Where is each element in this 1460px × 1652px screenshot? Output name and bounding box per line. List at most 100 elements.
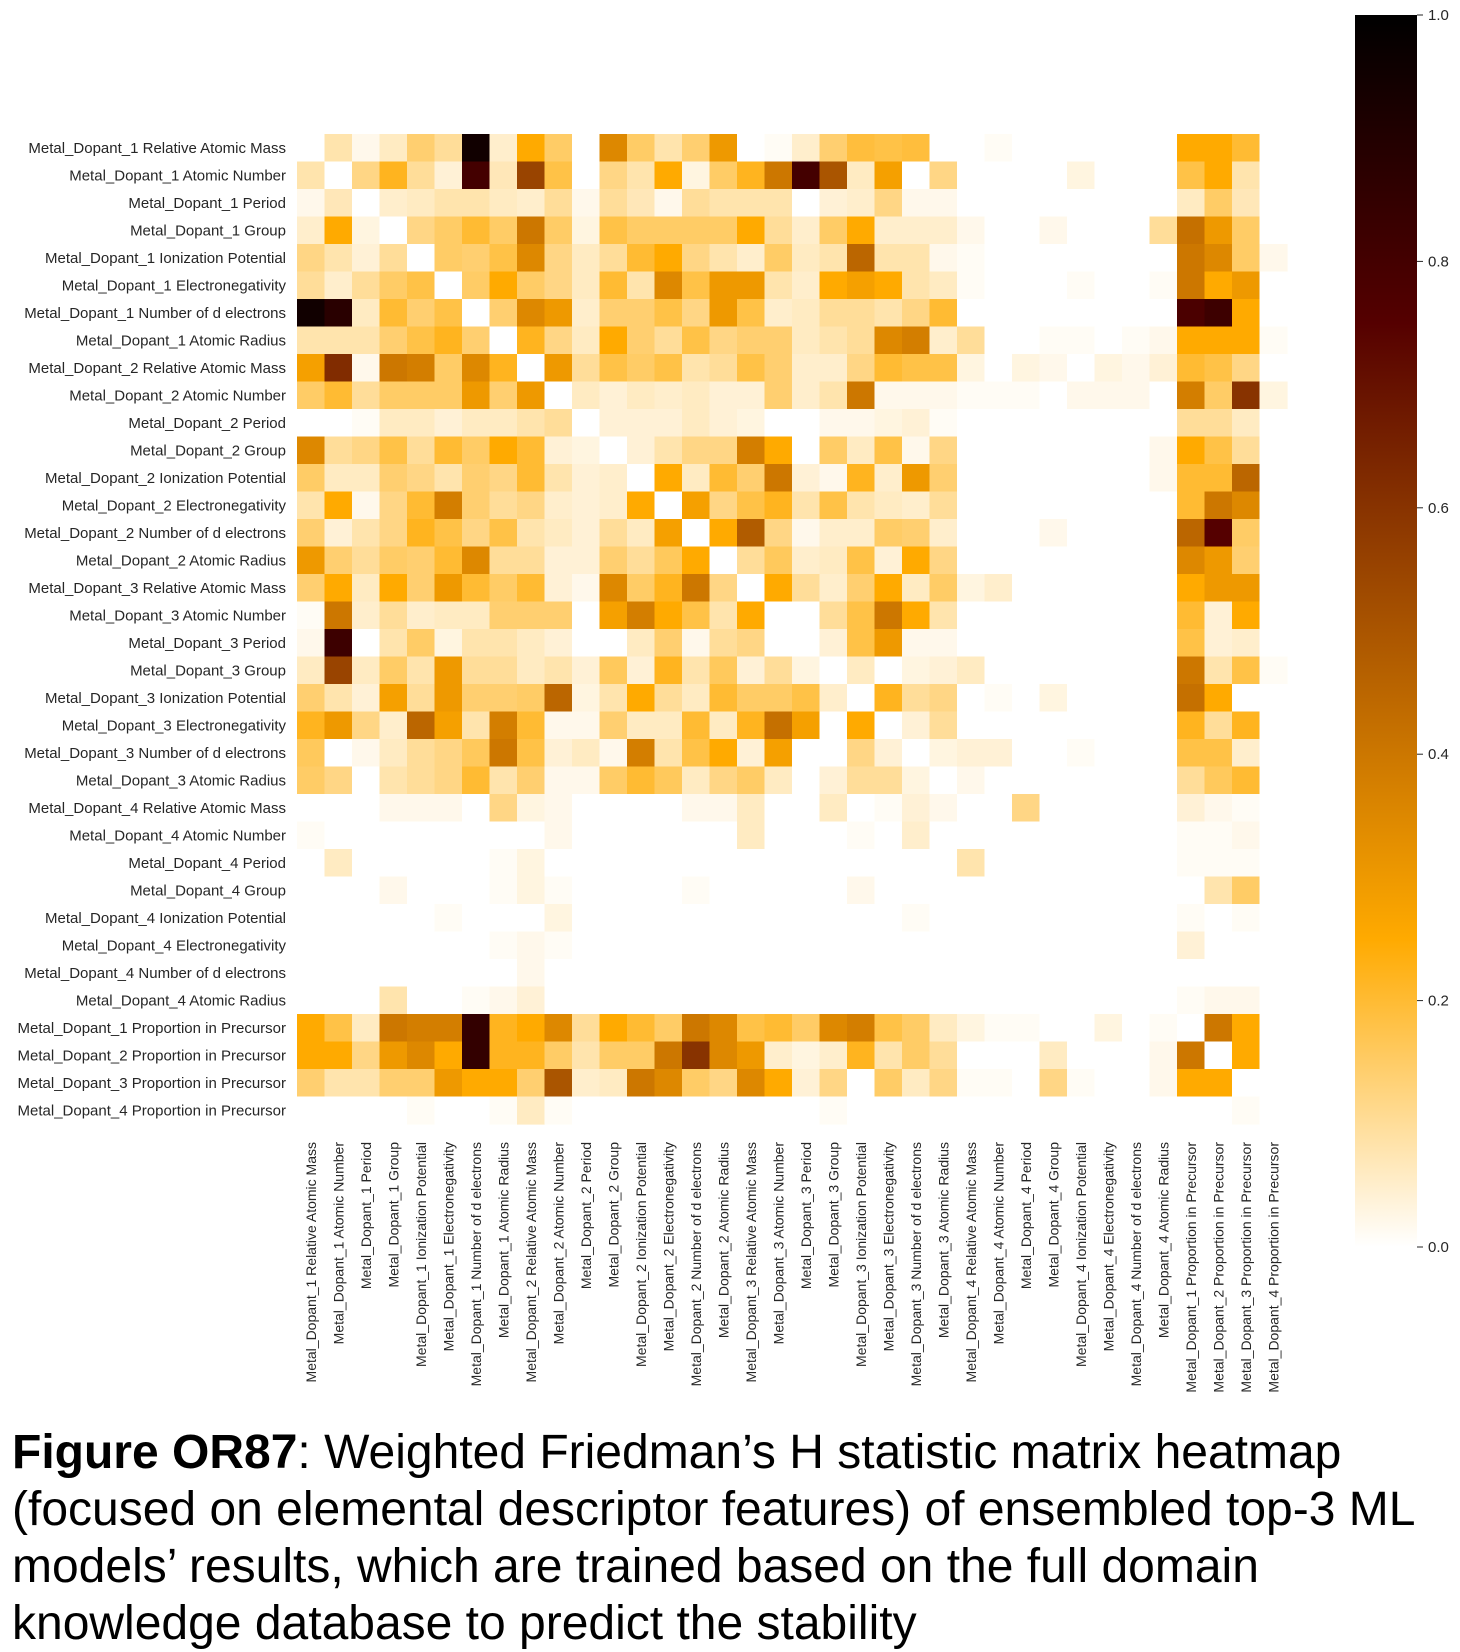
heatmap-cell xyxy=(544,574,573,603)
heatmap-cell xyxy=(1094,711,1123,740)
column-label: Metal_Dopant_3 Atomic Number xyxy=(770,1142,786,1345)
heatmap-cell xyxy=(984,244,1013,273)
heatmap-cell xyxy=(737,739,766,768)
heatmap-cell xyxy=(819,629,848,658)
heatmap-cell xyxy=(654,601,683,630)
heatmap-cell xyxy=(572,436,601,465)
heatmap-cell xyxy=(984,849,1013,878)
heatmap-cell xyxy=(737,189,766,218)
heatmap-cell xyxy=(1259,739,1288,768)
heatmap-cell xyxy=(709,821,738,850)
heatmap-cell xyxy=(792,436,821,465)
heatmap-cell xyxy=(489,216,518,245)
heatmap-cell xyxy=(957,629,986,658)
heatmap-cell xyxy=(1122,876,1151,905)
column-label: Metal_Dopant_1 Proportion in Precursor xyxy=(1183,1142,1199,1393)
heatmap-cell xyxy=(957,849,986,878)
heatmap-cell xyxy=(957,189,986,218)
heatmap-cell xyxy=(627,464,656,493)
heatmap-cell xyxy=(599,381,628,410)
heatmap-cell xyxy=(1232,904,1261,933)
heatmap-cell xyxy=(297,354,326,383)
heatmap-cell xyxy=(709,161,738,190)
heatmap-cell xyxy=(572,546,601,575)
heatmap-cell xyxy=(297,299,326,328)
heatmap-cell xyxy=(517,354,546,383)
heatmap-cell xyxy=(599,491,628,520)
heatmap-cell xyxy=(654,1041,683,1070)
heatmap-cell xyxy=(352,381,381,410)
heatmap-cell xyxy=(792,216,821,245)
heatmap-cell xyxy=(792,629,821,658)
heatmap-cell xyxy=(929,436,958,465)
heatmap-cell xyxy=(792,134,821,163)
column-label: Metal_Dopant_3 Group xyxy=(825,1142,841,1288)
heatmap-cell xyxy=(324,574,353,603)
heatmap-cell xyxy=(324,244,353,273)
heatmap-cell xyxy=(1122,1041,1151,1070)
heatmap-cell xyxy=(957,381,986,410)
heatmap-cell xyxy=(654,1069,683,1098)
heatmap-cell xyxy=(379,629,408,658)
heatmap-cell xyxy=(1039,354,1068,383)
heatmap-cell xyxy=(297,519,326,548)
heatmap-cell xyxy=(819,849,848,878)
heatmap-cell xyxy=(819,574,848,603)
heatmap-cell xyxy=(599,436,628,465)
heatmap-cell xyxy=(1067,1014,1096,1043)
heatmap-cell xyxy=(517,409,546,438)
heatmap-cell xyxy=(819,464,848,493)
heatmap-cell xyxy=(957,1096,986,1125)
heatmap-cell xyxy=(434,656,463,685)
heatmap-cell xyxy=(434,381,463,410)
heatmap-cell xyxy=(1259,794,1288,823)
heatmap-cell xyxy=(379,931,408,960)
row-label: Metal_Dopant_3 Period xyxy=(128,635,286,652)
heatmap-cell xyxy=(572,931,601,960)
heatmap-cell xyxy=(1259,904,1288,933)
heatmap-cell xyxy=(1067,216,1096,245)
heatmap-cell xyxy=(847,381,876,410)
heatmap-cell xyxy=(819,381,848,410)
heatmap-cell xyxy=(1149,464,1178,493)
colorbar-tick-label: 0.4 xyxy=(1428,746,1449,763)
heatmap-cell xyxy=(1232,189,1261,218)
heatmap-cell xyxy=(792,1069,821,1098)
heatmap-cell xyxy=(1177,436,1206,465)
heatmap-cell xyxy=(407,409,436,438)
heatmap-cell xyxy=(1067,519,1096,548)
heatmap-cell xyxy=(957,326,986,355)
heatmap-cell xyxy=(709,711,738,740)
heatmap-cell xyxy=(407,519,436,548)
heatmap-cell xyxy=(682,1041,711,1070)
heatmap-cell xyxy=(544,299,573,328)
heatmap-cell xyxy=(352,409,381,438)
heatmap-cell xyxy=(1259,574,1288,603)
heatmap-cell xyxy=(819,821,848,850)
heatmap-cell xyxy=(1232,134,1261,163)
heatmap-cell xyxy=(1149,216,1178,245)
heatmap-cell xyxy=(517,271,546,300)
column-label: Metal_Dopant_4 Proportion in Precursor xyxy=(1265,1142,1281,1393)
heatmap-cell xyxy=(627,519,656,548)
column-label: Metal_Dopant_4 Ionization Potential xyxy=(1073,1142,1089,1367)
heatmap-cell xyxy=(1067,189,1096,218)
heatmap-cell xyxy=(462,684,491,713)
column-label: Metal_Dopant_1 Atomic Radius xyxy=(495,1142,511,1338)
heatmap-cell xyxy=(489,134,518,163)
heatmap-cell xyxy=(324,876,353,905)
heatmap-cell xyxy=(957,601,986,630)
heatmap-cell xyxy=(682,1069,711,1098)
heatmap-cell xyxy=(1067,574,1096,603)
heatmap-cell xyxy=(737,326,766,355)
heatmap-cell xyxy=(462,629,491,658)
heatmap-cell xyxy=(682,1096,711,1125)
heatmap-cell xyxy=(737,409,766,438)
heatmap-cell xyxy=(489,766,518,795)
heatmap-cell xyxy=(1204,904,1233,933)
heatmap-cell xyxy=(462,574,491,603)
heatmap-cell xyxy=(1067,546,1096,575)
heatmap-cell xyxy=(764,216,793,245)
heatmap-cell xyxy=(599,684,628,713)
heatmap-cell xyxy=(407,904,436,933)
